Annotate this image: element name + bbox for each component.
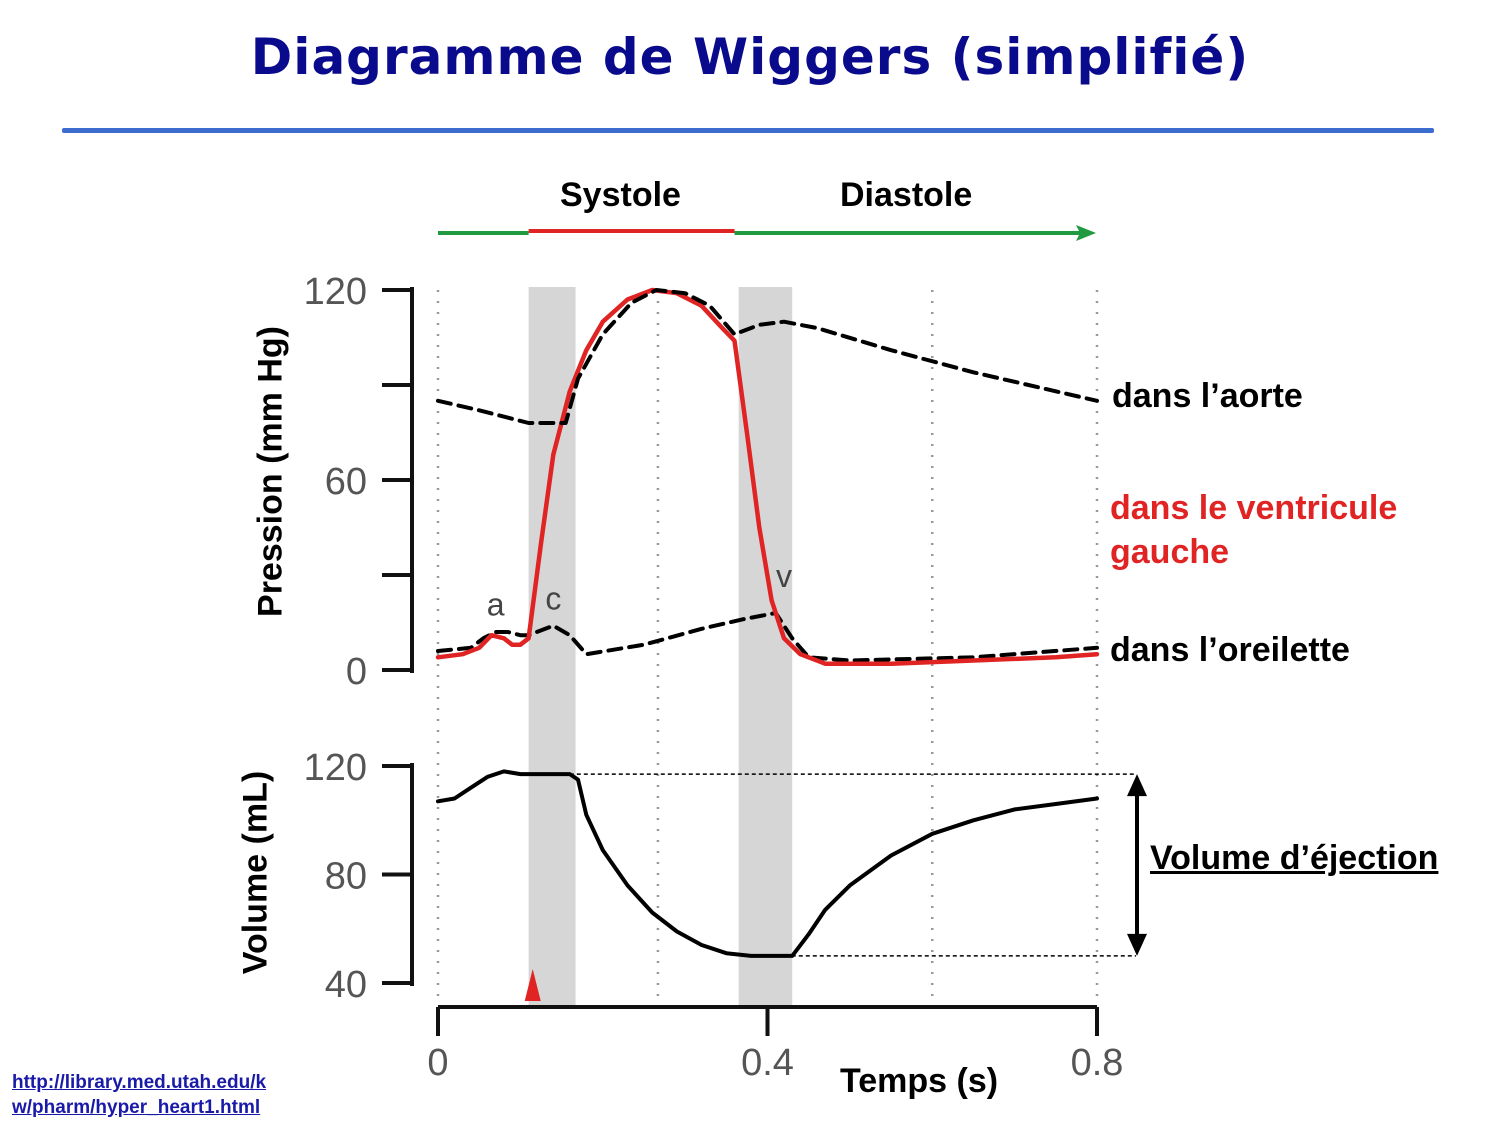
source-link-line-1[interactable]: http://library.med.utah.edu/k bbox=[12, 1072, 267, 1093]
source-link[interactable]: http://library.med.utah.edu/k w/pharm/hy… bbox=[12, 1070, 266, 1120]
wave-label-a: a bbox=[487, 587, 505, 623]
series-lines bbox=[435, 287, 1100, 1001]
time-tick-label-2: 0.8 bbox=[1071, 1042, 1124, 1084]
reference-lines bbox=[569, 773, 1147, 957]
slide-title: Diagramme de Wiggers (simplifié) bbox=[250, 28, 1250, 86]
wave-label-c: c bbox=[545, 580, 561, 616]
pressure-tick-label-0: 0 bbox=[346, 651, 367, 693]
systole-label: Systole bbox=[560, 176, 681, 214]
ventricle-label: dans le ventricule gauche bbox=[1110, 489, 1398, 571]
volume-tick-label-120: 120 bbox=[304, 747, 367, 789]
phase-bar-arrowhead bbox=[1076, 225, 1096, 241]
aorta-label: dans l’aorte bbox=[1112, 377, 1303, 415]
r-wave-marker bbox=[524, 969, 541, 1001]
source-link-line-2[interactable]: w/pharm/hyper_heart1.html bbox=[12, 1097, 261, 1118]
volume-tick-label-40: 40 bbox=[325, 964, 367, 1006]
time-axis-label: Temps (s) bbox=[840, 1062, 999, 1100]
pressure-tick-label-120: 120 bbox=[304, 271, 367, 313]
phase-bar bbox=[438, 225, 1096, 241]
axes bbox=[382, 287, 1099, 1036]
title-rule bbox=[62, 128, 1434, 133]
pressure-tick-label-60: 60 bbox=[325, 461, 367, 503]
stroke-volume-arrowhead-up bbox=[1127, 774, 1147, 797]
atrium-label: dans l’oreilette bbox=[1110, 631, 1350, 669]
pressure-series-1 bbox=[436, 288, 1099, 425]
stroke-volume-arrowhead-down bbox=[1127, 933, 1147, 956]
wave-label-v: v bbox=[776, 558, 792, 594]
diastole-label: Diastole bbox=[840, 176, 973, 214]
shaded-interval-2 bbox=[738, 287, 793, 1005]
volume-series bbox=[436, 769, 1099, 958]
tick-labels: 0 60 120 40 80 120 0 0.4 0.8 a c v bbox=[304, 271, 1124, 1084]
time-tick-label-0: 0 bbox=[427, 1042, 448, 1084]
volume-tick-label-80: 80 bbox=[325, 856, 367, 898]
stroke-volume-label: Volume d’éjection bbox=[1150, 839, 1439, 877]
time-tick-label-1: 0.4 bbox=[741, 1042, 794, 1084]
